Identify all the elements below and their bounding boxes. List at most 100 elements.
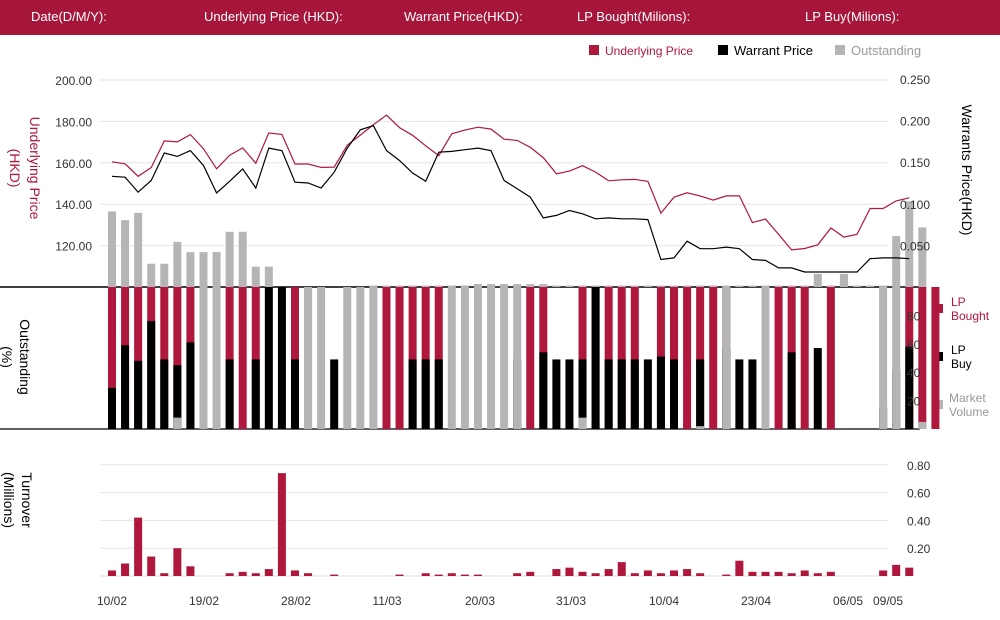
underlying-tick-label: 160.00 — [55, 157, 92, 171]
turnover-bar — [617, 562, 626, 576]
outstanding-bar — [173, 241, 182, 287]
outstanding-bar — [500, 284, 509, 287]
turnover-bar — [173, 548, 182, 576]
lp-bought-bar — [604, 287, 613, 429]
turnover-bar — [473, 574, 482, 576]
outstanding-bar — [199, 252, 208, 287]
underlying-price-label: Underlying Price (HKD): — [204, 9, 343, 24]
lp-buy-bar — [408, 359, 417, 429]
lp-bought-bar — [225, 287, 234, 429]
warrant-price-line — [111, 124, 910, 273]
outstanding-bar — [408, 285, 417, 287]
lp-buy-bar — [264, 287, 273, 429]
market-volume-bar — [199, 287, 208, 429]
outstanding-tick-label: 40 — [907, 366, 921, 380]
outstanding-bar — [121, 220, 130, 287]
outstanding-bar — [735, 285, 744, 287]
outstanding-bar — [826, 285, 835, 287]
underlying-legend-label: Underlying Price — [605, 44, 693, 58]
outstanding-bar — [212, 252, 221, 287]
lp-bought-bar — [238, 287, 247, 429]
x-tick-label: 10/04 — [649, 594, 679, 608]
header-bar: Date(D/M/Y): Underlying Price (HKD): War… — [0, 0, 1000, 35]
market-volume-bar — [513, 287, 522, 429]
outstanding-bar — [552, 285, 561, 287]
lp-bought-bar — [774, 287, 783, 429]
turnover-bar — [434, 574, 443, 576]
outstanding-bar — [539, 284, 548, 287]
outstanding-bar — [434, 285, 443, 287]
market-volume-bar — [212, 287, 221, 429]
turnover-bar — [134, 517, 143, 576]
middle-legend: LP Bought LP Buy Market Volume — [934, 295, 990, 419]
underlying-legend-swatch — [589, 45, 599, 55]
turnover-bar — [447, 573, 456, 576]
turnover-bar — [186, 566, 195, 576]
lp-bought-bar — [395, 287, 404, 429]
turnover-bar — [813, 573, 822, 576]
lp-bought-bar — [134, 287, 143, 429]
turnover-bar — [892, 564, 901, 576]
lp-buy-bar — [617, 359, 626, 429]
outstanding-bar — [617, 285, 626, 287]
turnover-bar — [238, 571, 247, 576]
lp-buy-bar — [643, 359, 652, 429]
outstanding-bar — [460, 285, 469, 287]
lp-bought-bar — [434, 287, 443, 429]
outstanding-bar — [225, 231, 234, 287]
outstanding-bar — [761, 285, 770, 287]
turnover-bar — [330, 574, 339, 576]
lp-buy-legend-label-1: LP — [951, 343, 966, 357]
warrant-tick-label: 0.200 — [900, 115, 930, 129]
turnover-bar — [826, 571, 835, 576]
bars-layer — [108, 201, 940, 576]
turnover-bar — [578, 571, 587, 576]
lp-buy-bar — [134, 360, 143, 429]
lp-bought-label: LP Bought(Milions): — [577, 9, 691, 24]
outstanding-tick-label: 80 — [907, 309, 921, 323]
lp-bought-bar — [617, 287, 626, 429]
lp-buy-bar — [121, 345, 130, 429]
lines-layer — [111, 114, 910, 273]
market-volume-bar — [879, 287, 888, 429]
lp-bought-bar — [826, 287, 835, 429]
lp-buy-bar — [565, 359, 574, 429]
outstanding-bar — [670, 285, 679, 287]
outstanding-bar — [839, 273, 848, 287]
turnover-tick-label: 0.60 — [907, 487, 931, 501]
lp-buy-legend-label-2: Buy — [951, 357, 972, 371]
turnover-bar — [604, 569, 613, 576]
warrant-axis-title: Warrants Price(HKD) — [959, 105, 975, 236]
lp-bought-bar — [696, 287, 705, 429]
lp-buy-bar — [591, 287, 600, 429]
outstanding-bar — [238, 231, 247, 287]
turnover-bar — [774, 571, 783, 576]
labels-layer: 200.00180.00160.00140.00120.000.2500.200… — [55, 73, 930, 608]
market-volume-legend-label-2: Volume — [949, 405, 989, 419]
lp-bought-bar — [408, 287, 417, 429]
turnover-bar — [147, 556, 156, 576]
lp-buy-label: LP Buy(Milions): — [805, 9, 900, 24]
market-volume-bar — [460, 287, 469, 429]
lp-buy-bar — [552, 359, 561, 429]
outstanding-bar — [447, 285, 456, 287]
lp-bought-bar — [800, 287, 809, 429]
lp-buy-bar — [748, 359, 757, 429]
lp-bought-bar — [683, 287, 692, 429]
market-volume-bar — [578, 417, 587, 429]
outstanding-bar — [395, 285, 404, 287]
market-volume-bar — [369, 287, 378, 429]
lp-buy-bar — [539, 352, 548, 429]
lp-buy-bar — [905, 346, 914, 429]
lp-buy-bar — [630, 359, 639, 429]
lp-buy-bar — [735, 359, 744, 429]
turnover-bar — [905, 567, 914, 576]
turnover-bar — [421, 573, 430, 576]
market-volume-bar — [918, 421, 927, 429]
market-volume-legend-label-1: Market — [949, 391, 986, 405]
turnover-bar — [251, 573, 260, 576]
lp-buy-bar — [434, 359, 443, 429]
outstanding-axis-title: Outstanding — [17, 319, 33, 395]
turnover-bar — [108, 570, 116, 576]
